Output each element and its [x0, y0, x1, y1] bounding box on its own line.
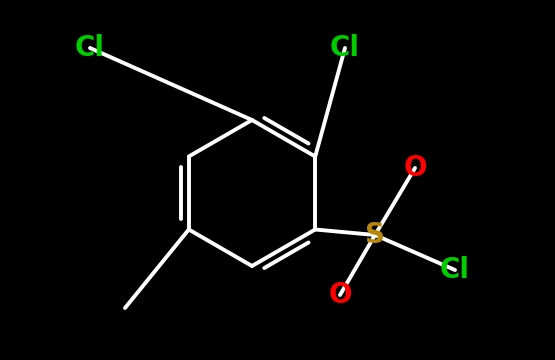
Text: O: O: [403, 154, 427, 182]
Text: O: O: [328, 281, 352, 309]
Text: Cl: Cl: [440, 256, 470, 284]
Text: S: S: [365, 221, 385, 249]
Text: Cl: Cl: [75, 34, 105, 62]
Text: Cl: Cl: [330, 34, 360, 62]
